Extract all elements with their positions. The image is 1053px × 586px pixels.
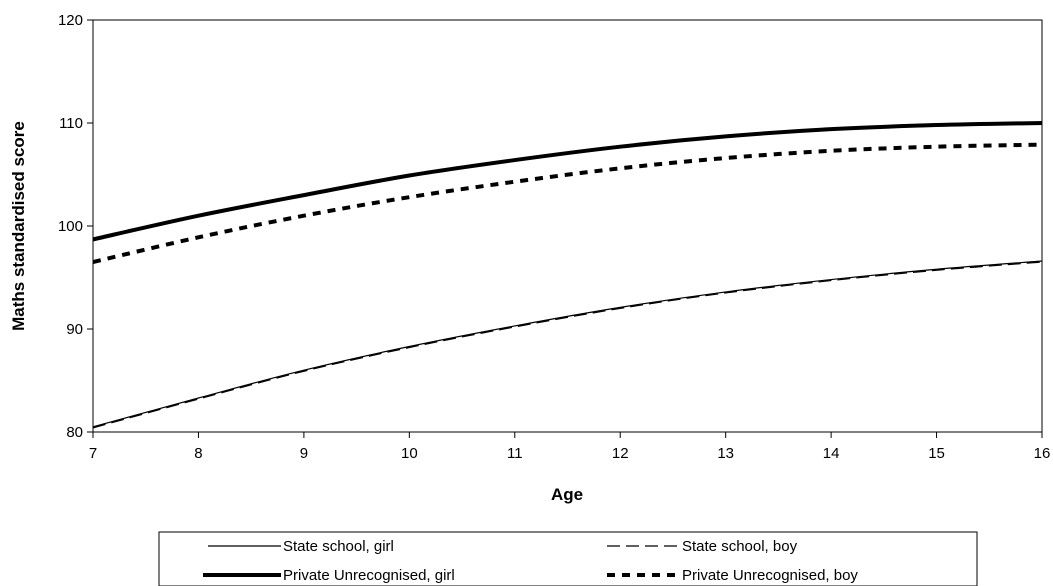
- y-tick-label: 80: [66, 424, 83, 441]
- legend: State school, girl State school, boy Pri…: [158, 531, 978, 586]
- y-tick-label: 100: [58, 218, 83, 235]
- series-line-state-boy: [92, 261, 1043, 429]
- x-tick-label: 10: [401, 445, 418, 462]
- x-tick-label: 16: [1034, 445, 1051, 462]
- x-tick-label: 9: [300, 445, 308, 462]
- y-tick-label: 120: [58, 12, 83, 29]
- y-tick-label: 110: [59, 115, 83, 132]
- x-tick-label: 15: [928, 445, 945, 462]
- x-tick-label: 14: [823, 445, 840, 462]
- series-line-state-girl: [92, 260, 1043, 428]
- y-axis-title: Maths standardised score: [9, 121, 28, 331]
- x-tick-label: 8: [194, 445, 202, 462]
- y-tick-label: 90: [66, 321, 83, 338]
- x-axis: 7 8 9 10 11 12 13 14 15 16: [89, 432, 1051, 462]
- plot-area-frame: [92, 19, 1043, 433]
- series-line-private-boy: [92, 142, 1043, 264]
- legend-label-state-girl: State school, girl: [283, 538, 394, 555]
- series-group: [92, 121, 1043, 429]
- x-tick-label: 12: [612, 445, 629, 462]
- x-tick-label: 13: [717, 445, 734, 462]
- x-tick-label: 7: [89, 445, 97, 462]
- legend-label-private-boy: Private Unrecognised, boy: [682, 567, 858, 584]
- legend-label-private-girl: Private Unrecognised, girl: [283, 567, 455, 584]
- legend-label-state-boy: State school, boy: [682, 538, 798, 555]
- x-axis-title: Age: [551, 485, 583, 504]
- series-line-private-girl: [92, 121, 1043, 242]
- x-tick-label: 11: [507, 445, 523, 462]
- y-axis: 80 90 100 110 120: [58, 12, 93, 441]
- legend-frame: [158, 531, 978, 586]
